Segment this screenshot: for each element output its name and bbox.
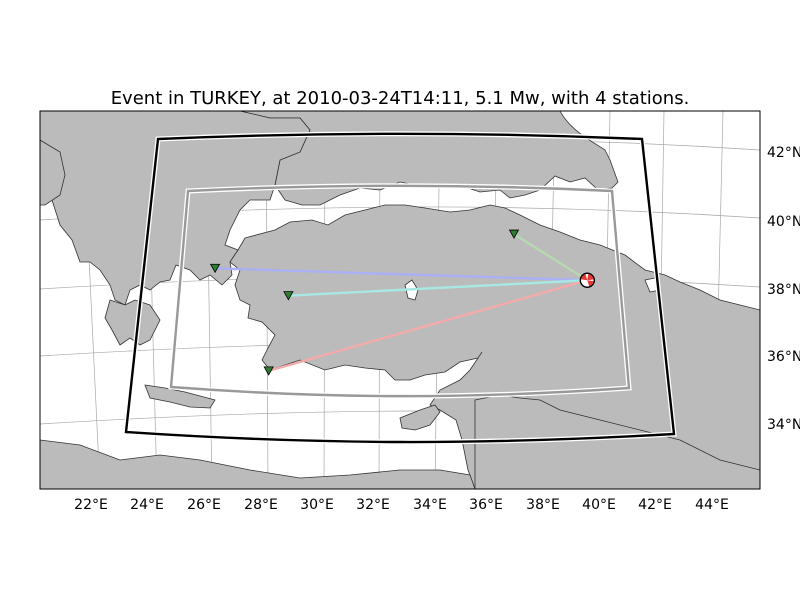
lon-tick-label: 42°E: [638, 497, 672, 513]
lat-tick-label: 36°N: [767, 349, 800, 365]
map-area: [40, 111, 760, 489]
land-crete: [144, 384, 216, 409]
lon-tick-label: 22°E: [74, 497, 108, 513]
lon-tick-label: 26°E: [187, 497, 221, 513]
ray-path: [513, 233, 588, 282]
land: [40, 111, 760, 489]
station-marker[interactable]: [283, 291, 294, 301]
beachball-outline: [579, 272, 595, 288]
lon-tick-label: 28°E: [244, 497, 278, 513]
figure-title: Event in TURKEY, at 2010-03-24T14:11, 5.…: [111, 88, 690, 109]
ray-path: [215, 267, 588, 282]
event-marker: [579, 272, 595, 288]
inner-region-box: [169, 184, 631, 398]
lat-tick-label: 40°N: [767, 214, 800, 230]
land-balkans-greece: [40, 111, 311, 306]
beachball-quadrant: [587, 273, 595, 281]
land-levant: [474, 394, 760, 489]
lon-tick-label: 36°E: [469, 497, 503, 513]
ray-path: [268, 279, 588, 373]
map-frame: [39, 110, 761, 490]
beachball-quadrant: [580, 273, 588, 281]
lon-tick-label: 44°E: [695, 497, 729, 513]
land-africa: [40, 439, 476, 489]
station-marker[interactable]: [209, 263, 221, 274]
lon-tick-label: 38°E: [526, 497, 560, 513]
ray-path: [288, 279, 588, 297]
lat-tick-label: 38°N: [767, 282, 800, 298]
lat-tick-label: 42°N: [767, 145, 800, 161]
land-cyprus: [399, 404, 441, 431]
lon-tick-labels: 22°E 24°E 26°E 28°E 30°E 32°E 34°E 36°E …: [74, 497, 729, 513]
lat-tick-label: 34°N: [767, 417, 800, 433]
land-anatolia: [229, 204, 760, 489]
lat-tick-labels: 42°N 40°N 38°N 36°N 34°N: [767, 145, 800, 433]
land-italy: [40, 139, 66, 206]
beachball-quadrant: [587, 280, 595, 287]
lon-tick-label: 40°E: [582, 497, 616, 513]
stations: [209, 229, 520, 376]
outer-region-box: [124, 132, 676, 444]
ray-paths: [215, 233, 588, 373]
lon-tick-label: 32°E: [356, 497, 390, 513]
lon-tick-label: 24°E: [130, 497, 164, 513]
station-marker[interactable]: [263, 366, 274, 376]
land-peloponnese: [104, 299, 161, 346]
lon-tick-label: 30°E: [300, 497, 334, 513]
lon-tick-label: 34°E: [413, 497, 447, 513]
station-marker[interactable]: [508, 229, 520, 239]
